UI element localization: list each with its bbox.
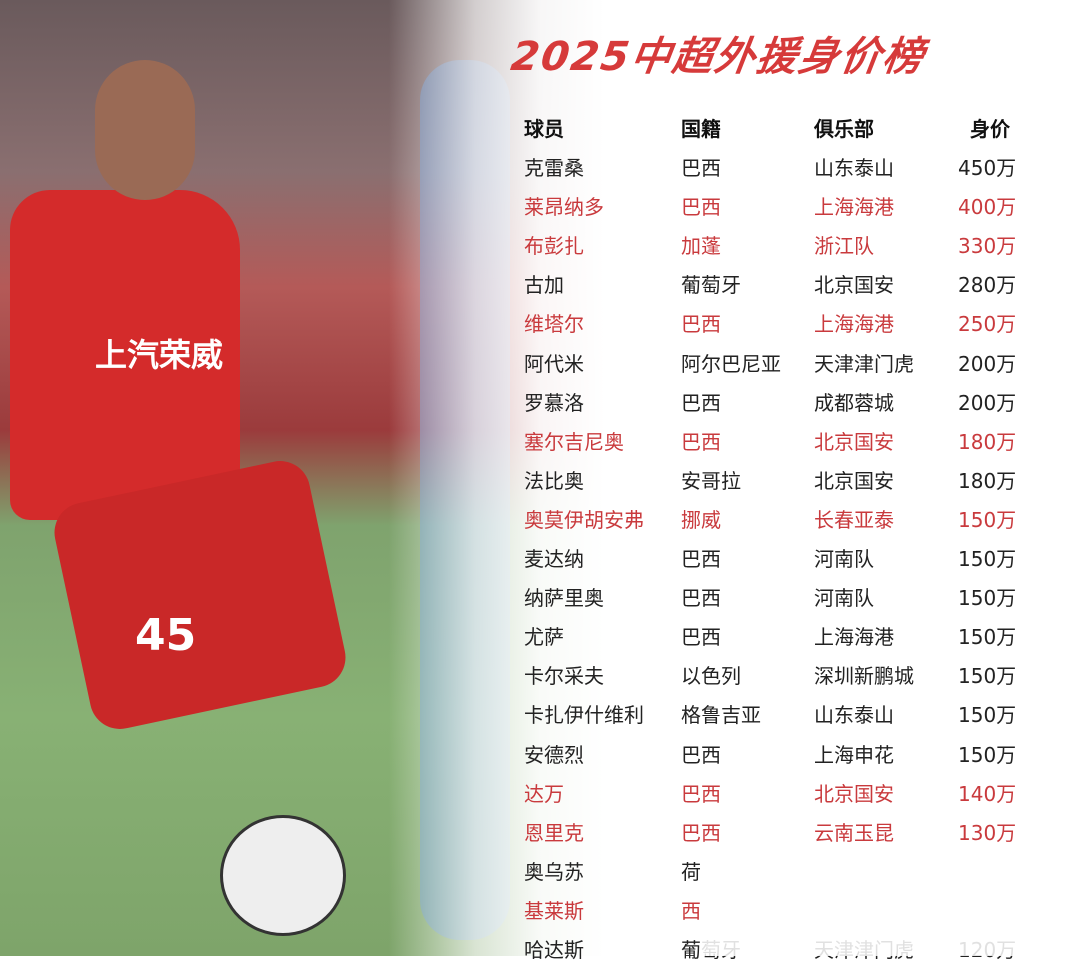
market-value: 150万 bbox=[958, 664, 1017, 689]
nationality: 巴西 bbox=[681, 390, 721, 415]
club-name: 河南队 bbox=[814, 586, 874, 611]
club-name: 深圳新鹏城 bbox=[814, 664, 914, 689]
market-value: 150万 bbox=[958, 742, 1017, 767]
market-value: 130万 bbox=[958, 820, 1017, 845]
nationality: 巴西 bbox=[681, 195, 721, 220]
market-value: 400万 bbox=[958, 195, 1017, 220]
player-head bbox=[95, 60, 195, 200]
market-value: 150万 bbox=[958, 586, 1017, 611]
nationality: 巴西 bbox=[681, 429, 721, 454]
nationality: 巴西 bbox=[681, 156, 721, 180]
jersey-sponsor: 上汽荣威 bbox=[95, 336, 224, 374]
player-name: 安德烈 bbox=[524, 742, 584, 767]
player-name: 莱昂纳多 bbox=[524, 195, 604, 220]
player-name: 尤萨 bbox=[524, 625, 564, 650]
nationality: 巴西 bbox=[681, 586, 721, 611]
nationality: 西 bbox=[681, 898, 701, 923]
club-name: 河南队 bbox=[814, 547, 874, 571]
nationality: 巴西 bbox=[681, 781, 721, 806]
player-name: 维塔尔 bbox=[524, 312, 584, 337]
nationality: 加蓬 bbox=[681, 234, 721, 259]
market-value: 150万 bbox=[958, 547, 1017, 571]
nationality: 安哥拉 bbox=[681, 468, 741, 493]
player-name: 奥莫伊胡安弗 bbox=[524, 507, 644, 532]
player-name: 恩里克 bbox=[524, 820, 584, 845]
player-name: 塞尔吉尼奥 bbox=[524, 429, 624, 454]
nationality: 巴西 bbox=[681, 547, 721, 571]
market-value: 150万 bbox=[958, 625, 1017, 650]
market-value: 330万 bbox=[958, 234, 1017, 259]
club-name: 浙江队 bbox=[814, 234, 874, 259]
football bbox=[220, 815, 346, 936]
player-name: 古加 bbox=[524, 273, 564, 298]
club-name: 山东泰山 bbox=[814, 156, 894, 180]
market-value: 150万 bbox=[958, 507, 1017, 532]
player-name: 纳萨里奥 bbox=[524, 586, 604, 611]
nationality: 巴西 bbox=[681, 625, 721, 650]
player-name: 阿代米 bbox=[524, 351, 584, 376]
market-value: 140万 bbox=[958, 781, 1017, 806]
nationality: 荷 bbox=[681, 859, 701, 884]
player-name: 法比奥 bbox=[524, 468, 584, 493]
player-name: 布彭扎 bbox=[524, 234, 584, 259]
page-title: 2025中超外援身价榜 bbox=[508, 34, 928, 80]
player-name: 卡尔采夫 bbox=[524, 664, 604, 689]
column-header: 俱乐部 bbox=[814, 117, 874, 141]
jersey-number: 45 bbox=[135, 610, 197, 661]
player-name: 奥乌苏 bbox=[524, 859, 584, 884]
column-header: 身价 bbox=[970, 117, 1010, 141]
nationality: 巴西 bbox=[681, 742, 721, 767]
club-name: 北京国安 bbox=[814, 781, 894, 806]
nationality: 葡萄牙 bbox=[681, 273, 741, 298]
market-value: 180万 bbox=[958, 468, 1017, 493]
market-value: 200万 bbox=[958, 351, 1017, 376]
club-name: 北京国安 bbox=[814, 429, 894, 454]
market-value: 250万 bbox=[958, 312, 1017, 337]
player-name: 哈达斯 bbox=[524, 938, 584, 962]
nationality: 巴西 bbox=[681, 312, 721, 337]
club-name: 上海海港 bbox=[814, 625, 894, 650]
column-header: 球员 bbox=[524, 117, 564, 141]
club-name: 上海海港 bbox=[814, 195, 894, 220]
player-name: 麦达纳 bbox=[524, 547, 584, 571]
club-name: 天津津门虎 bbox=[814, 351, 914, 376]
player-name: 克雷桑 bbox=[524, 156, 584, 180]
blur-overlay bbox=[700, 856, 1080, 956]
market-value: 280万 bbox=[958, 273, 1017, 298]
market-value: 180万 bbox=[958, 429, 1017, 454]
player-name: 达万 bbox=[524, 781, 564, 806]
opponent-player bbox=[420, 60, 510, 940]
club-name: 北京国安 bbox=[814, 468, 894, 493]
nationality: 格鲁吉亚 bbox=[681, 703, 761, 728]
club-name: 上海申花 bbox=[814, 742, 894, 767]
market-value: 450万 bbox=[958, 156, 1017, 180]
club-name: 上海海港 bbox=[814, 312, 894, 337]
club-name: 山东泰山 bbox=[814, 703, 894, 728]
club-name: 云南玉昆 bbox=[814, 820, 894, 845]
player-name: 卡扎伊什维利 bbox=[524, 703, 644, 728]
club-name: 北京国安 bbox=[814, 273, 894, 298]
nationality: 巴西 bbox=[681, 820, 721, 845]
nationality: 挪威 bbox=[681, 507, 721, 532]
player-name: 罗慕洛 bbox=[524, 390, 584, 415]
market-value: 150万 bbox=[958, 703, 1017, 728]
market-value: 200万 bbox=[958, 390, 1017, 415]
nationality: 以色列 bbox=[681, 664, 741, 689]
nationality: 阿尔巴尼亚 bbox=[681, 351, 781, 376]
column-header: 国籍 bbox=[681, 117, 721, 141]
club-name: 长春亚泰 bbox=[814, 507, 894, 532]
club-name: 成都蓉城 bbox=[814, 390, 894, 415]
player-name: 基莱斯 bbox=[524, 898, 584, 923]
